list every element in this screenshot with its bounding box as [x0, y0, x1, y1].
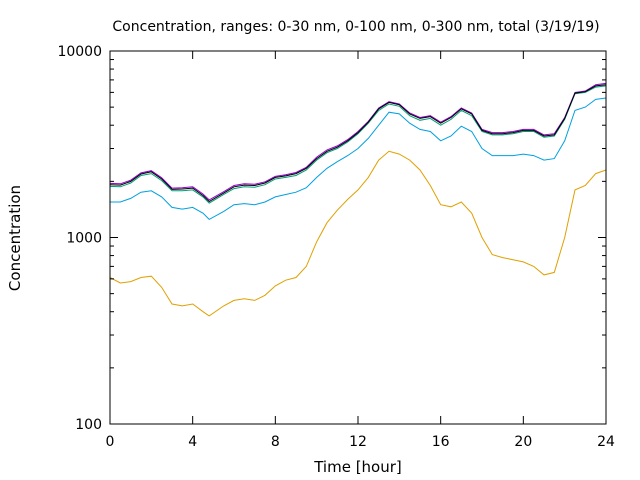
series-line-2 [110, 97, 607, 221]
axis-tick-labels: 0 4 8 12 16 20 24 100 1000 10000 [57, 44, 615, 450]
x-tick-label: 24 [597, 434, 615, 450]
series-line-4 [109, 82, 607, 201]
x-axis-label: Time [hour] [313, 458, 402, 476]
y-axis-label: Concentration [6, 185, 24, 291]
y-tick-label: 10000 [57, 44, 102, 60]
series-line-1 [109, 150, 607, 317]
axis-ticks [109, 50, 607, 425]
y-tick-label: 1000 [66, 231, 102, 247]
y-tick-label: 100 [75, 417, 102, 433]
x-tick-label: 4 [188, 434, 197, 450]
x-tick-label: 12 [349, 434, 367, 450]
plot-frame [109, 50, 607, 425]
x-tick-label: 20 [514, 434, 532, 450]
x-tick-label: 8 [271, 434, 280, 450]
series-line-3 [109, 85, 607, 204]
x-tick-label: 0 [106, 434, 115, 450]
series-line-5 [109, 84, 607, 203]
plot-lines [109, 82, 607, 317]
chart-title: Concentration, ranges: 0-30 nm, 0-100 nm… [112, 19, 599, 35]
x-tick-label: 16 [432, 434, 450, 450]
